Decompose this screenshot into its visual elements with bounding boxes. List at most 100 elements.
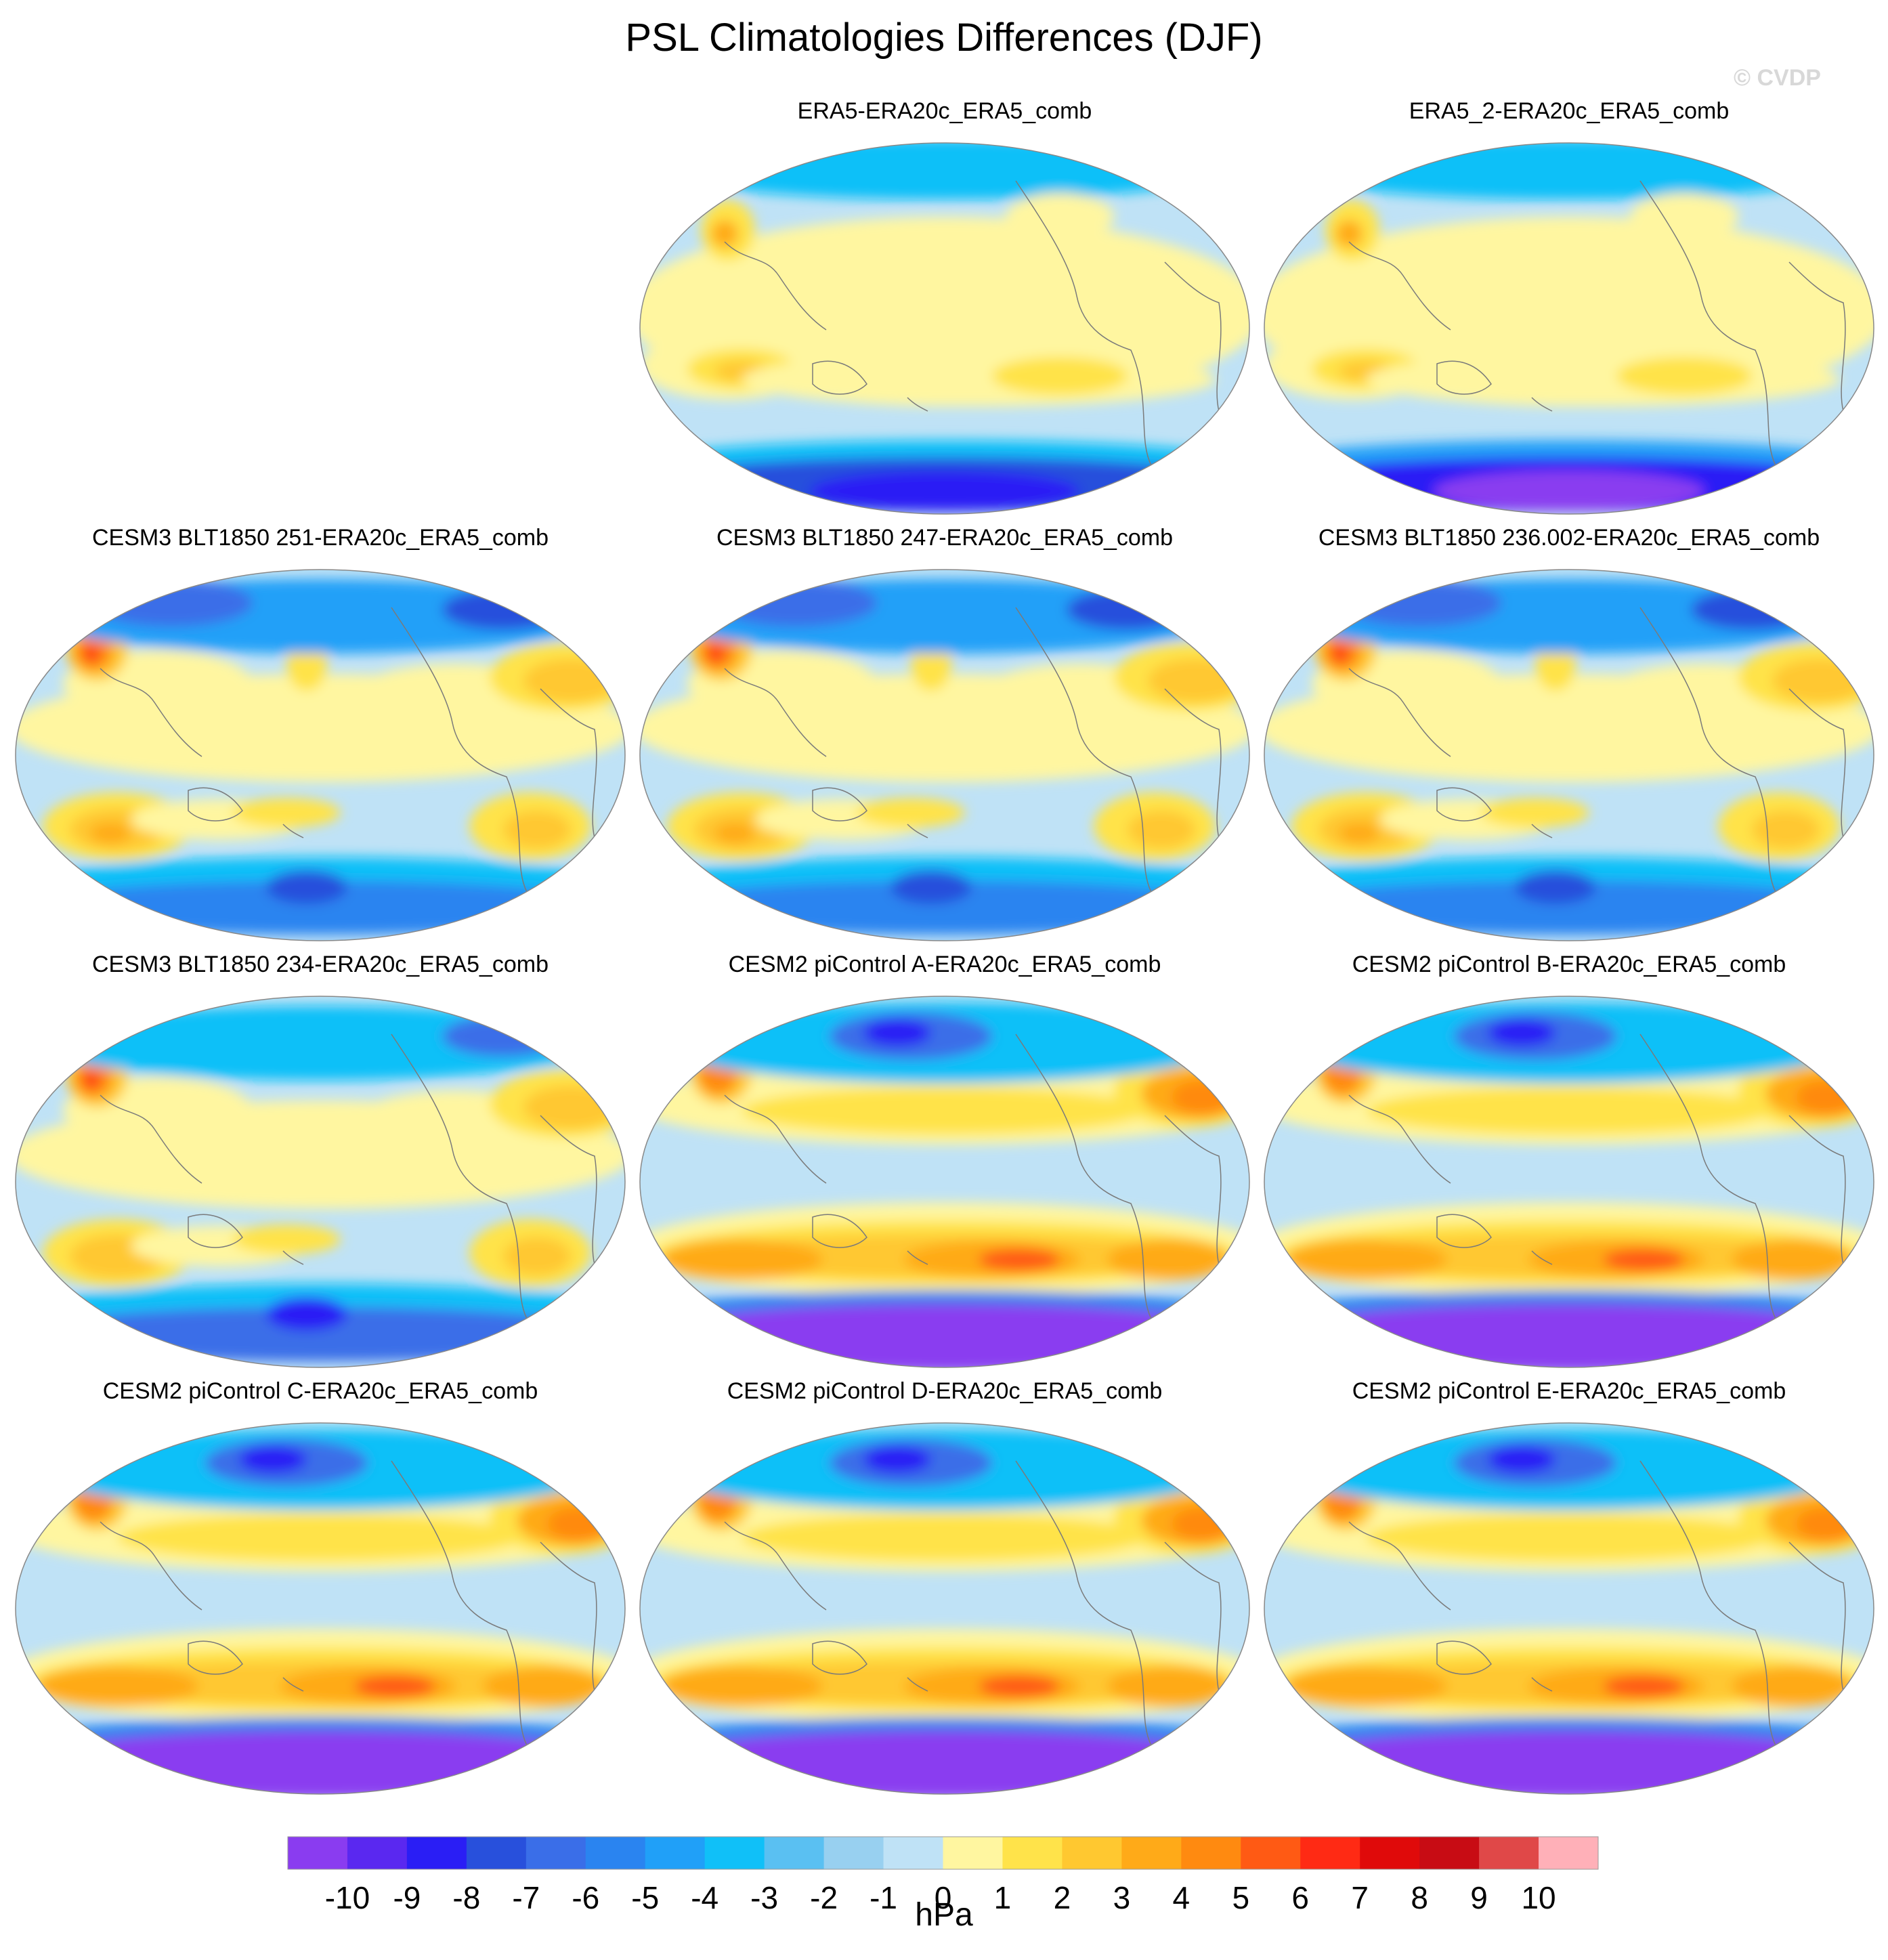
coastline bbox=[724, 241, 827, 331]
coastline bbox=[188, 1214, 243, 1248]
coastline bbox=[1436, 360, 1492, 395]
figure-title: PSL Climatologies Differences (DJF) bbox=[625, 16, 1263, 60]
coastline bbox=[812, 1214, 867, 1248]
map-panel: CESM3 BLT1850 234-ERA20c_ERA5_comb bbox=[12, 952, 628, 1371]
panel-title: CESM2 piControl A-ERA20c_ERA5_comb bbox=[728, 952, 1161, 977]
coastline bbox=[1788, 1115, 1846, 1265]
coastline bbox=[724, 668, 827, 757]
robinson-map bbox=[639, 1422, 1250, 1795]
panel-title: CESM2 piControl E-ERA20c_ERA5_comb bbox=[1352, 1378, 1786, 1404]
colorbar-tick-label: 2 bbox=[1054, 1880, 1071, 1915]
robinson-map bbox=[1264, 996, 1874, 1368]
colorbar-tick-label: -2 bbox=[810, 1880, 838, 1915]
robinson-map bbox=[1264, 1422, 1874, 1795]
robinson-map bbox=[639, 996, 1250, 1368]
colorbar-swatch bbox=[1419, 1837, 1480, 1869]
colorbar-swatch bbox=[943, 1837, 1003, 1869]
colorbar-tick-label: -4 bbox=[691, 1880, 718, 1915]
coastline bbox=[812, 787, 867, 822]
map-panel: ERA5-ERA20c_ERA5_comb bbox=[637, 98, 1253, 518]
map-panel: CESM2 piControl B-ERA20c_ERA5_comb bbox=[1261, 952, 1877, 1371]
coastline bbox=[1639, 1460, 1776, 1746]
coastline bbox=[1015, 180, 1152, 466]
coastline bbox=[100, 668, 202, 757]
colorbar-swatch bbox=[1121, 1837, 1182, 1869]
colorbar-swatch bbox=[823, 1837, 884, 1869]
coastline bbox=[1015, 607, 1152, 893]
colorbar-swatch bbox=[1181, 1837, 1241, 1869]
coastline bbox=[1348, 241, 1451, 331]
robinson-map bbox=[1264, 569, 1874, 941]
coastline bbox=[1015, 1034, 1152, 1319]
colorbar-swatch bbox=[1300, 1837, 1360, 1869]
coastline bbox=[1531, 397, 1553, 412]
coastline bbox=[391, 607, 528, 893]
cvdp-watermark: © CVDP bbox=[1734, 65, 1821, 91]
panel-title: CESM3 BLT1850 251-ERA20c_ERA5_comb bbox=[91, 525, 549, 551]
coastline bbox=[540, 1115, 597, 1265]
coastline bbox=[188, 787, 243, 822]
coastline bbox=[1531, 1677, 1553, 1692]
colorbar-swatch bbox=[585, 1837, 646, 1869]
robinson-map bbox=[15, 569, 626, 941]
coastline bbox=[100, 1521, 202, 1611]
colorbar-tick-label: 10 bbox=[1521, 1880, 1556, 1915]
colorbar-tick-label: 3 bbox=[1113, 1880, 1131, 1915]
colorbar-tick-label: 1 bbox=[994, 1880, 1012, 1915]
map-panel: CESM2 piControl D-ERA20c_ERA5_comb bbox=[637, 1378, 1253, 1798]
coastline bbox=[724, 1521, 827, 1611]
coastline bbox=[1639, 180, 1776, 466]
colorbar-tick-label: 7 bbox=[1351, 1880, 1369, 1915]
panel-title: CESM2 piControl D-ERA20c_ERA5_comb bbox=[727, 1378, 1163, 1404]
panel-title: CESM2 piControl C-ERA20c_ERA5_comb bbox=[102, 1378, 538, 1404]
colorbar-tick-label: -3 bbox=[750, 1880, 778, 1915]
coastline bbox=[1639, 1034, 1776, 1319]
coastline bbox=[1436, 1640, 1492, 1675]
coastline bbox=[724, 1094, 827, 1184]
colorbar-tick-label: -9 bbox=[393, 1880, 421, 1915]
coastline bbox=[1015, 1460, 1152, 1746]
colorbar-tick-label: 4 bbox=[1173, 1880, 1190, 1915]
coastline bbox=[907, 1677, 928, 1692]
coastline bbox=[812, 1640, 867, 1675]
colorbar-swatch bbox=[645, 1837, 706, 1869]
coastline bbox=[907, 397, 928, 412]
map-panel: CESM2 piControl E-ERA20c_ERA5_comb bbox=[1261, 1378, 1877, 1798]
coastline bbox=[1788, 688, 1846, 838]
coastline bbox=[540, 1541, 597, 1692]
colorbar-swatch bbox=[1360, 1837, 1420, 1869]
colorbar-swatch bbox=[525, 1837, 586, 1869]
coastline bbox=[282, 1250, 304, 1265]
colorbar-tick-label: -6 bbox=[572, 1880, 599, 1915]
colorbar-tick-label: -5 bbox=[631, 1880, 659, 1915]
coastline bbox=[1164, 688, 1222, 838]
coastline bbox=[812, 360, 867, 395]
colorbar-tick-label: -1 bbox=[870, 1880, 897, 1915]
coastline bbox=[907, 824, 928, 838]
colorbar-tick-label: -10 bbox=[325, 1880, 370, 1915]
colorbar-tick-label: 0 bbox=[935, 1880, 952, 1915]
coastline bbox=[1348, 1521, 1451, 1611]
map-panel: CESM2 piControl C-ERA20c_ERA5_comb bbox=[12, 1378, 628, 1798]
panel-title: ERA5-ERA20c_ERA5_comb bbox=[797, 98, 1092, 124]
coastline bbox=[1164, 1541, 1222, 1692]
map-panel: CESM2 piControl A-ERA20c_ERA5_comb bbox=[637, 952, 1253, 1371]
coastline bbox=[1788, 1541, 1846, 1692]
colorbar-swatch bbox=[883, 1837, 943, 1869]
colorbar-swatch bbox=[1539, 1837, 1599, 1869]
colorbar-unit-label: hPa bbox=[915, 1897, 973, 1933]
colorbar-tick-label: 5 bbox=[1232, 1880, 1249, 1915]
coastline bbox=[1164, 1115, 1222, 1265]
colorbar-swatch bbox=[1062, 1837, 1122, 1869]
coastline bbox=[1436, 787, 1492, 822]
colorbar-tick-label: 9 bbox=[1470, 1880, 1488, 1915]
map-panel: CESM3 BLT1850 251-ERA20c_ERA5_comb bbox=[12, 525, 628, 945]
coastline bbox=[540, 688, 597, 838]
coastline bbox=[100, 1094, 202, 1184]
colorbar-swatch bbox=[1479, 1837, 1539, 1869]
coastline bbox=[1348, 1094, 1451, 1184]
panel-title: ERA5_2-ERA20c_ERA5_comb bbox=[1409, 98, 1730, 124]
coastline bbox=[1348, 668, 1451, 757]
coastline bbox=[391, 1460, 528, 1746]
